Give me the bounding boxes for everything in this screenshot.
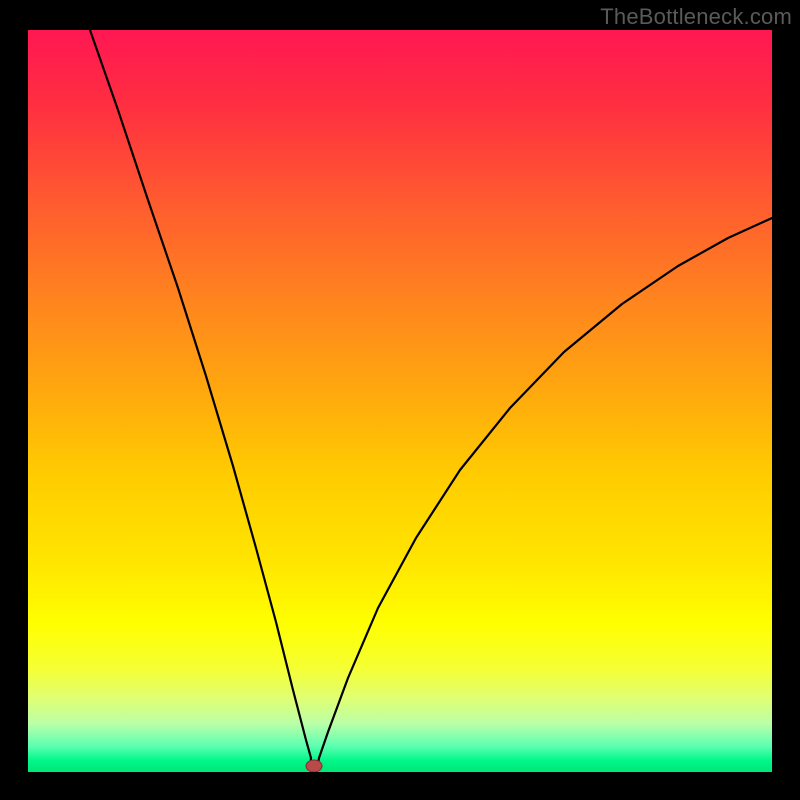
valley-marker: [306, 760, 322, 772]
plot-area: [28, 30, 772, 772]
chart-svg: [28, 30, 772, 772]
gradient-background: [28, 30, 772, 772]
outer-frame: TheBottleneck.com: [0, 0, 800, 800]
watermark-text: TheBottleneck.com: [600, 4, 792, 30]
